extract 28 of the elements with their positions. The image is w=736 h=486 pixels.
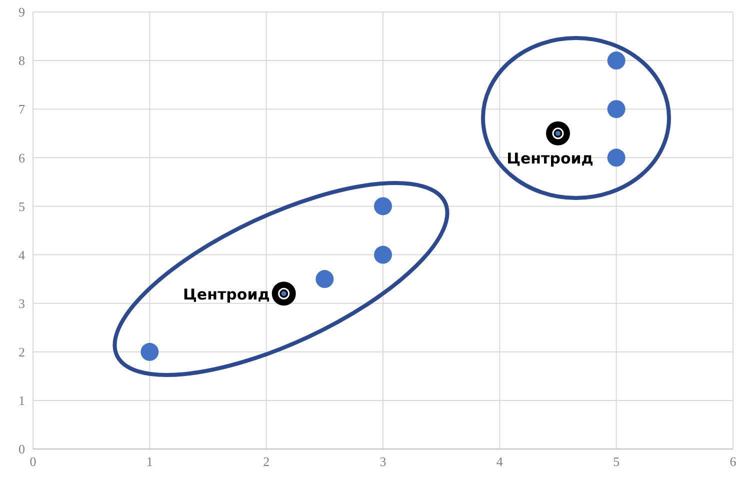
x-tick-label: 0 [30,454,36,470]
point [607,52,626,70]
point [546,121,570,146]
point [374,246,392,264]
y-tick-label: 9 [18,4,25,20]
x-tick-label: 6 [730,454,736,470]
y-tick-label: 4 [18,247,26,262]
x-tick-label: 5 [613,454,620,470]
x-tick-label: 3 [380,454,386,470]
point [607,100,626,118]
y-tick-label: 5 [18,198,25,214]
y-tick-label: 3 [18,296,25,311]
y-tick-label: 0 [18,442,25,457]
x-tick-label: 4 [496,454,504,470]
y-tick-label: 6 [18,150,26,166]
x-tick-label: 1 [146,454,153,470]
point [607,148,626,167]
y-tick-label: 8 [18,53,25,68]
x-tick-label: 2 [263,454,270,470]
annotation: Центроид [183,286,270,304]
point [316,270,334,288]
y-tick-label: 2 [18,344,25,360]
y-tick-label: 1 [18,393,25,408]
point [374,197,392,216]
point [140,342,159,361]
y-tick-label: 7 [18,102,26,117]
point [272,282,296,306]
annotation: Центроид [506,149,594,168]
